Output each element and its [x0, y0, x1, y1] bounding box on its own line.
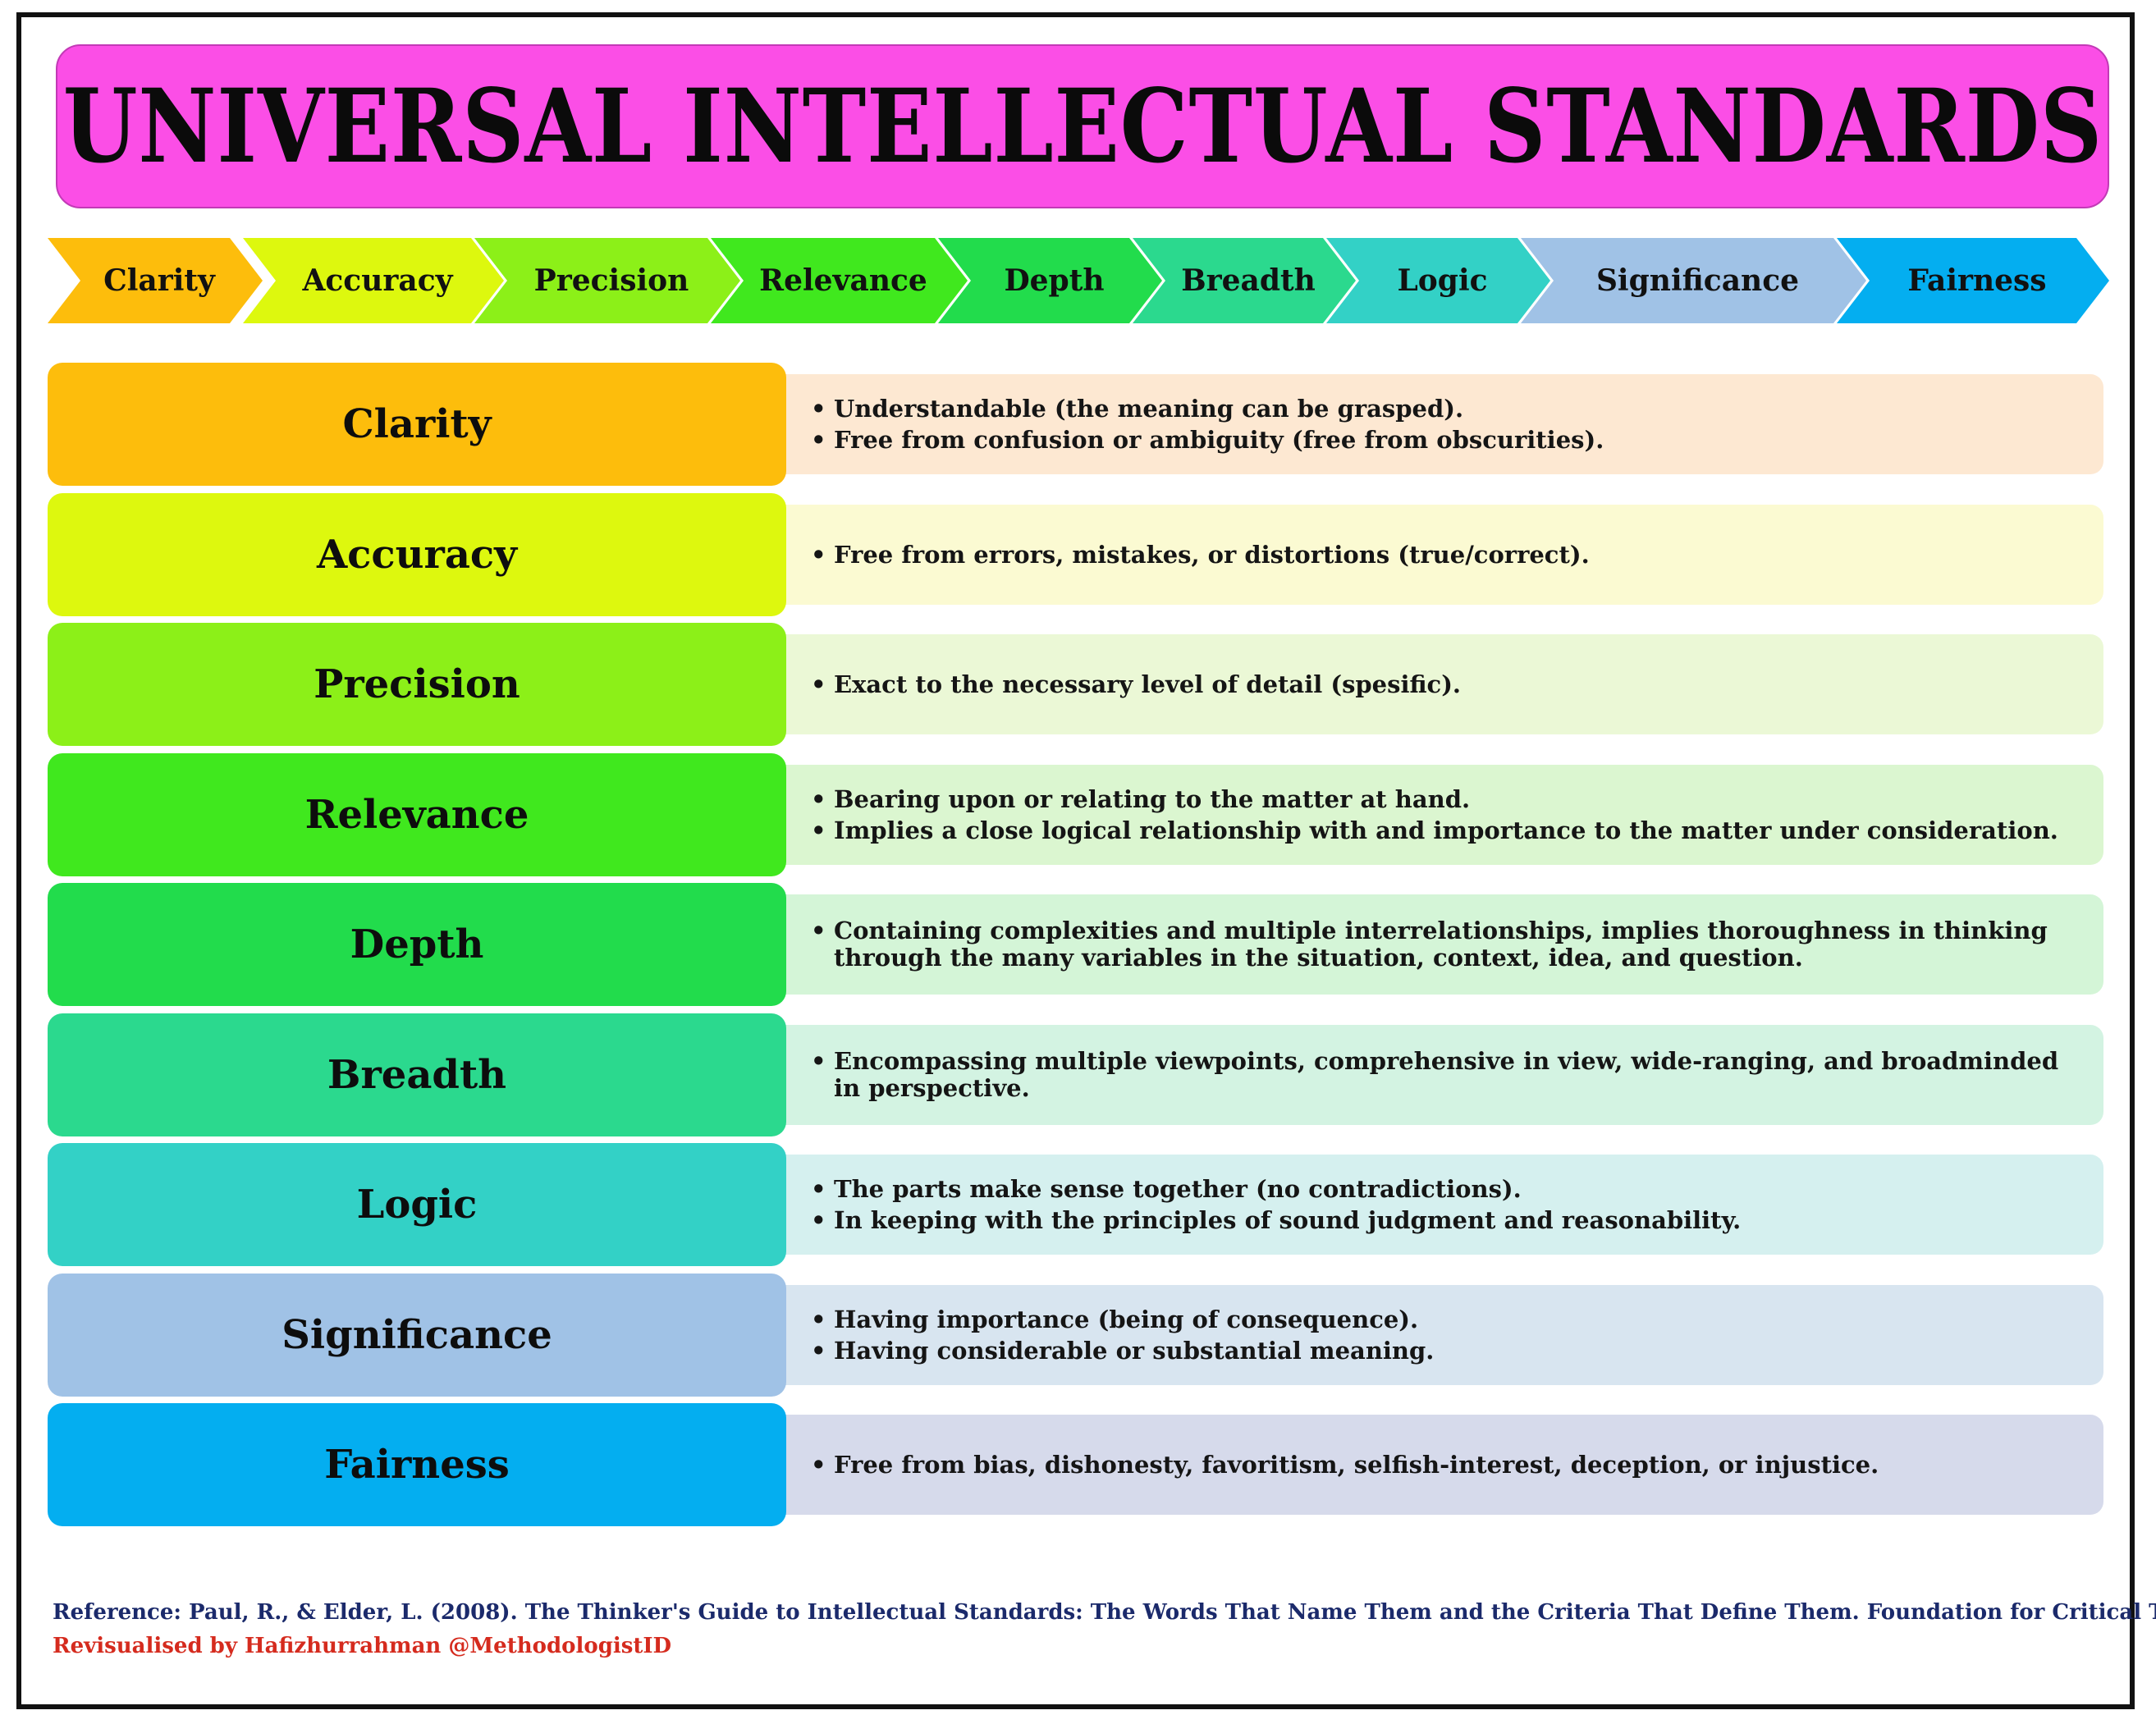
- standard-name-box: Accuracy: [48, 493, 786, 616]
- chevron-breadth: Breadth: [1133, 238, 1356, 323]
- standard-description: Having importance (being of consequence)…: [770, 1285, 2103, 1385]
- standard-name-box: Clarity: [48, 363, 786, 486]
- description-bullet: Containing complexities and multiple int…: [811, 917, 2079, 972]
- description-bullet: Exact to the necessary level of detail (…: [811, 669, 2079, 700]
- chevron-label: Significance: [1595, 263, 1800, 298]
- standard-row-accuracy: Accuracy Free from errors, mistakes, or …: [48, 493, 2103, 616]
- chevron-label: Depth: [1004, 263, 1105, 298]
- chevron-logic: Logic: [1326, 238, 1550, 323]
- description-bullet: Implies a close logical relationship wit…: [811, 815, 2079, 846]
- chevron-label: Relevance: [759, 263, 927, 298]
- description-bullet: Having importance (being of consequence)…: [811, 1304, 2079, 1335]
- chevron-clarity: Clarity: [48, 238, 263, 323]
- page-title: UNIVERSAL INTELLECTUAL STANDARDS: [62, 66, 2103, 186]
- standard-description: Understandable (the meaning can be grasp…: [770, 374, 2103, 474]
- standard-name: Accuracy: [316, 532, 518, 578]
- title-banner: UNIVERSAL INTELLECTUAL STANDARDS: [56, 44, 2109, 208]
- standard-name: Fairness: [324, 1442, 510, 1488]
- chevron-label: Precision: [533, 263, 689, 298]
- standard-name-box: Significance: [48, 1274, 786, 1397]
- standard-description: Free from errors, mistakes, or distortio…: [770, 505, 2103, 605]
- chevron-relevance: Relevance: [711, 238, 968, 323]
- standard-row-relevance: Relevance Bearing upon or relating to th…: [48, 753, 2103, 876]
- chevron-label: Logic: [1397, 263, 1488, 298]
- chevron-label: Fairness: [1907, 263, 2047, 298]
- description-bullet: Encompassing multiple viewpoints, compre…: [811, 1048, 2079, 1102]
- chevron-significance: Significance: [1521, 238, 1866, 323]
- standard-row-depth: Depth Containing complexities and multip…: [48, 883, 2103, 1006]
- standard-name: Precision: [314, 661, 520, 707]
- standard-description: Exact to the necessary level of detail (…: [770, 634, 2103, 734]
- standard-name: Clarity: [342, 401, 492, 447]
- standard-name-box: Breadth: [48, 1013, 786, 1136]
- standard-name-box: Precision: [48, 623, 786, 746]
- standard-row-logic: Logic The parts make sense together (no …: [48, 1143, 2103, 1266]
- standard-description: Free from bias, dishonesty, favoritism, …: [770, 1415, 2103, 1515]
- standard-name: Relevance: [304, 792, 529, 838]
- standard-description: Containing complexities and multiple int…: [770, 894, 2103, 995]
- description-bullet: Free from errors, mistakes, or distortio…: [811, 539, 2079, 570]
- standard-description: Bearing upon or relating to the matter a…: [770, 765, 2103, 865]
- chevron-label: Clarity: [103, 263, 215, 298]
- standard-name-box: Fairness: [48, 1403, 786, 1526]
- standard-name: Significance: [282, 1312, 552, 1358]
- standard-row-clarity: Clarity Understandable (the meaning can …: [48, 363, 2103, 486]
- chevron-precision: Precision: [474, 238, 740, 323]
- reference-citation: Reference: Paul, R., & Elder, L. (2008).…: [53, 1600, 2156, 1625]
- chevron-label: Accuracy: [302, 263, 453, 298]
- description-bullet: In keeping with the principles of sound …: [811, 1205, 2079, 1236]
- standard-description: Encompassing multiple viewpoints, compre…: [770, 1025, 2103, 1125]
- description-bullet: Bearing upon or relating to the matter a…: [811, 784, 2079, 815]
- description-bullet: Having considerable or substantial meani…: [811, 1335, 2079, 1366]
- description-bullet: Free from bias, dishonesty, favoritism, …: [811, 1449, 2079, 1480]
- standard-name: Breadth: [327, 1052, 507, 1098]
- standard-name-box: Depth: [48, 883, 786, 1006]
- standard-name: Depth: [350, 921, 484, 967]
- chevron-sequence: Clarity Accuracy Precision Relevance Dep…: [48, 238, 2109, 323]
- chevron-accuracy: Accuracy: [243, 238, 504, 323]
- standard-description: The parts make sense together (no contra…: [770, 1155, 2103, 1255]
- standard-row-breadth: Breadth Encompassing multiple viewpoints…: [48, 1013, 2103, 1136]
- description-bullet: The parts make sense together (no contra…: [811, 1173, 2079, 1205]
- standard-row-precision: Precision Exact to the necessary level o…: [48, 623, 2103, 746]
- standard-row-fairness: Fairness Free from bias, dishonesty, fav…: [48, 1403, 2103, 1526]
- standard-name-box: Relevance: [48, 753, 786, 876]
- standard-name-box: Logic: [48, 1143, 786, 1266]
- chevron-fairness: Fairness: [1837, 238, 2109, 323]
- description-bullet: Understandable (the meaning can be grasp…: [811, 393, 2079, 424]
- credit-line: Revisualised by Hafizhurrahman @Methodol…: [53, 1634, 672, 1658]
- standard-name: Logic: [356, 1182, 478, 1228]
- description-bullet: Free from confusion or ambiguity (free f…: [811, 424, 2079, 455]
- chevron-depth: Depth: [938, 238, 1162, 323]
- chevron-label: Breadth: [1181, 263, 1316, 298]
- standard-row-significance: Significance Having importance (being of…: [48, 1274, 2103, 1397]
